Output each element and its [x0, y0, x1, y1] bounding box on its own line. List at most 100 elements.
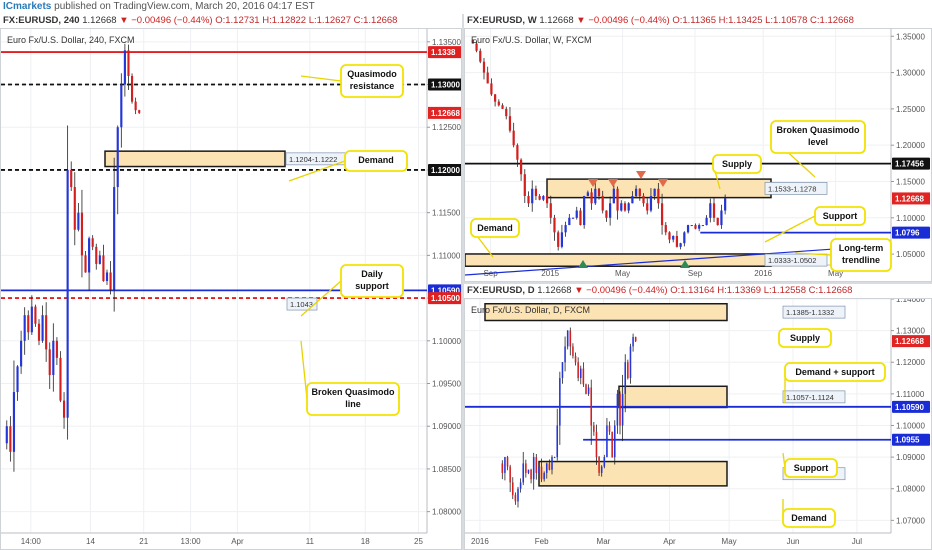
h4-last-price-label: 1.12668 [431, 109, 460, 118]
h4-candle-body [37, 323, 41, 341]
h4-callout-box [340, 64, 404, 98]
daily-candle-body [504, 457, 506, 473]
h4-candle-body [62, 400, 66, 418]
daily-candle-body [566, 330, 569, 347]
h4-symbol-header: FX:EURUSD, 240 1.12668 ▼ −0.00496 (−0.44… [3, 14, 397, 28]
daily-callout-box [784, 458, 838, 478]
brand-link[interactable]: ICmarkets [3, 1, 52, 12]
daily-candle-body [519, 482, 522, 489]
h4-x-tick-label: 14 [86, 537, 95, 546]
weekly-level-price-label: 1.17456 [895, 160, 924, 169]
weekly-candle-body [724, 198, 727, 211]
daily-candle-body [553, 457, 556, 459]
daily-x-tick-label: May [722, 537, 737, 546]
daily-zone-label: 1.1057-1.1124 [786, 393, 834, 402]
weekly-candle-body [712, 203, 716, 218]
weekly-x-tick-label: May [828, 269, 843, 278]
h4-callout-text: Broken Quasimodo [311, 387, 395, 397]
daily-candle-body [511, 482, 514, 496]
daily-candle-body [613, 425, 616, 458]
weekly-y-tick-label: 1.20000 [896, 141, 925, 150]
h4-candle-body [113, 187, 116, 290]
weekly-callout-text: Broken Quasimodo [776, 125, 860, 135]
weekly-y-tick-label: 1.05000 [896, 250, 925, 259]
daily-y-tick-label: 1.13000 [896, 327, 925, 336]
daily-y-tick-label: 1.11000 [896, 390, 925, 399]
weekly-candle-body [527, 196, 530, 204]
weekly-candle-body [597, 188, 601, 197]
weekly-candle-body [694, 225, 697, 229]
h4-x-tick-label: 18 [361, 537, 370, 546]
weekly-change: −0.00496 (−0.44%) [588, 15, 670, 26]
daily-zone-label: 1.1385-1.1332 [786, 308, 834, 317]
h4-candle-body [20, 340, 23, 367]
h4-candle-body [45, 315, 48, 350]
weekly-candle-body [686, 225, 690, 233]
h4-candle-body [9, 426, 12, 452]
h4-chart-svg[interactable]: 1.08000 1.08500 1.09000 1.09500 1.10000 1.105… [1, 29, 466, 549]
weekly-candle-body [601, 196, 604, 211]
h4-candle-body [88, 238, 91, 273]
weekly-candle-body [486, 72, 489, 84]
weekly-callout-pointer [794, 252, 832, 256]
daily-zone-tag [782, 390, 846, 404]
h4-candle-body [34, 306, 37, 324]
weekly-candle-body [620, 203, 623, 211]
weekly-symbol: FX:EURUSD, W [467, 15, 537, 26]
weekly-level-price-tag [892, 226, 930, 239]
weekly-candle-body [705, 217, 708, 226]
daily-candle-body [585, 384, 587, 394]
daily-candle-body [530, 469, 532, 480]
weekly-candle-body [490, 83, 493, 95]
h4-y-tick-label: 1.08000 [432, 508, 461, 517]
daily-candle-body [600, 466, 603, 473]
h4-symbol: FX:EURUSD, 240 [3, 15, 80, 26]
horizontal-divider [464, 282, 932, 284]
weekly-candle-body [560, 232, 564, 247]
daily-level-price-tag [892, 433, 930, 446]
daily-chart-frame[interactable]: 1.07000 1.08000 1.09000 1.10000 1.11000 1.120… [464, 295, 932, 550]
daily-candle-body [540, 466, 543, 480]
h4-zone-box [104, 150, 286, 168]
weekly-chart-frame[interactable]: 1.05000 1.10000 1.15000 1.20000 1.25000 1.300… [464, 28, 932, 282]
h4-candle-body [123, 50, 126, 85]
h4-x-tick-label: Apr [231, 537, 244, 546]
h4-chart-frame[interactable]: 1.08000 1.08500 1.09000 1.09500 1.10000 1.105… [0, 28, 466, 550]
daily-zone-box [538, 460, 728, 487]
weekly-callout-box [830, 238, 892, 272]
daily-callout-box [784, 362, 886, 382]
h4-level-tag [286, 297, 318, 311]
h4-level-price-tag [428, 163, 466, 176]
weekly-callout-box [814, 206, 866, 226]
daily-x-tick-label: Apr [663, 537, 676, 546]
daily-chart-svg[interactable]: 1.07000 1.08000 1.09000 1.10000 1.11000 1.120… [465, 295, 931, 549]
daily-x-tick-label: Jul [852, 537, 862, 546]
daily-chart-title: Euro Fx/U.S. Dollar, D, FXCM [471, 305, 590, 315]
weekly-callout-text: Long-term [839, 243, 884, 253]
weekly-last-price-label: 1.12668 [895, 194, 924, 203]
weekly-trendline [464, 244, 892, 276]
weekly-callout-text: trendline [842, 255, 880, 265]
h4-candle-body [16, 366, 19, 393]
daily-zone-box [484, 302, 728, 322]
weekly-candle-body [497, 101, 500, 106]
daily-candle-body [595, 431, 598, 458]
weekly-candle-body [557, 232, 560, 247]
weekly-high: H:1.13425 [718, 15, 763, 26]
h4-candle-body [73, 187, 76, 230]
daily-candle-body [514, 495, 517, 502]
weekly-candle-body [679, 243, 682, 247]
h4-y-tick-label: 1.11000 [432, 251, 461, 260]
daily-last-price-label: 1.12668 [895, 337, 924, 346]
weekly-candle-body [646, 203, 649, 211]
weekly-candle-body [590, 192, 593, 204]
weekly-candle-body [653, 188, 656, 197]
weekly-candle-body [501, 105, 504, 109]
weekly-candle-body [583, 196, 586, 226]
weekly-up-arrow-icon [578, 260, 588, 268]
weekly-chart-svg[interactable]: 1.05000 1.10000 1.15000 1.20000 1.25000 1.300… [464, 29, 931, 281]
h4-level-price-tag [428, 292, 466, 305]
h4-y-tick-label: 1.09000 [432, 422, 461, 431]
weekly-down-arrow-icon [658, 179, 668, 187]
weekly-low: L:1.10578 [765, 15, 808, 26]
